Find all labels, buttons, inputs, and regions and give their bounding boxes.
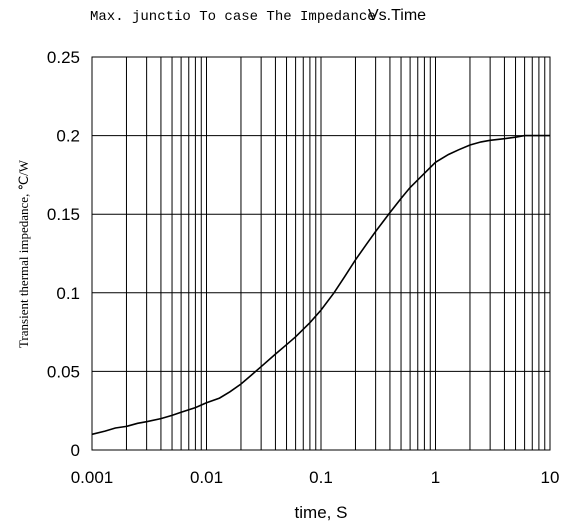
x-tick-label: 0.1 [309,468,333,487]
x-tick-label: 0.01 [190,468,223,487]
chart-title: Max. junctio To case The Impedance Vs.Ti… [90,7,426,25]
y-tick-label: 0.05 [47,362,80,381]
y-tick-label: 0.25 [47,48,80,67]
chart-title-tail: Vs.Time [368,7,426,24]
x-tick-labels: 0.001 0.01 0.1 1 10 [71,468,560,487]
y-tick-label: 0 [71,441,80,460]
y-tick-label: 0.2 [56,127,80,146]
y-tick-label: 0.1 [56,284,80,303]
y-tick-label: 0.15 [47,205,80,224]
x-tick-label: 0.001 [71,468,114,487]
x-tick-label: 10 [541,468,560,487]
y-tick-labels: 0 0.05 0.1 0.15 0.2 0.25 [47,48,80,460]
impedance-curve [91,134,550,436]
series-group [91,134,550,436]
grid [92,57,550,450]
x-tick-label: 1 [431,468,440,487]
chart-title-main: Max. junctio To case The Impedance [90,9,376,25]
x-axis-label: time, S [295,503,348,522]
y-axis-label: Transient thermal impedance, ℃/W [16,159,31,348]
